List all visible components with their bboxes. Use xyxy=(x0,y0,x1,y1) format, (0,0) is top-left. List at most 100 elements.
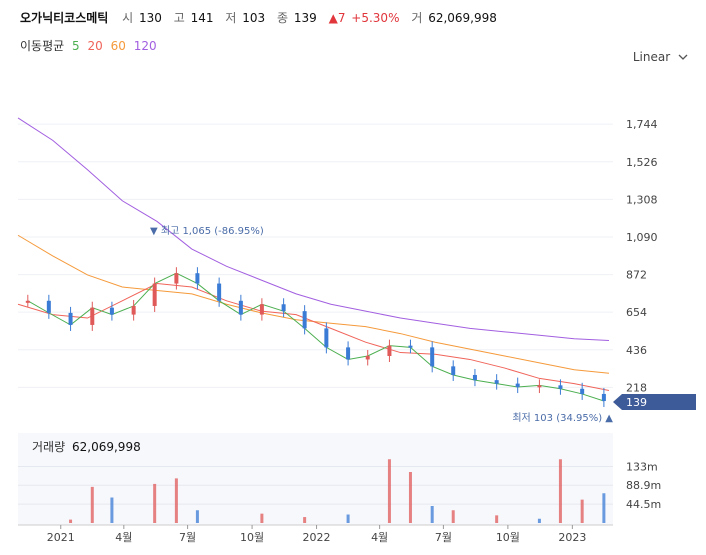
x-tick-label: 2022 xyxy=(303,531,331,544)
x-tick-label: 7월 xyxy=(179,531,196,544)
volume-bar xyxy=(580,499,584,523)
ma-20-label[interactable]: 20 xyxy=(87,39,103,53)
close-value: 139 xyxy=(293,11,317,25)
volume-bar xyxy=(495,515,499,523)
price-tick-label: 436 xyxy=(626,344,647,357)
candle-body xyxy=(131,305,136,315)
high-value: 141 xyxy=(190,11,214,25)
candle-body xyxy=(515,383,520,388)
volume-value: 62,069,998 xyxy=(428,11,497,25)
volume-title: 거래량 xyxy=(32,440,65,454)
stock-name: 오가닉티코스메틱 xyxy=(20,11,109,25)
price-axis: 1,744 1,526 1,308 1,090 872 654 436 218 xyxy=(626,118,658,394)
price-tick-label: 872 xyxy=(626,269,647,282)
candle-body xyxy=(25,300,30,303)
volume-bar xyxy=(430,506,434,523)
candle-body xyxy=(580,388,585,394)
scale-toggle[interactable]: Linear xyxy=(633,50,688,64)
low-annotation: 최저 103 (34.95%) ▲ xyxy=(512,412,613,424)
chevron-down-icon xyxy=(678,54,688,60)
open-value: 130 xyxy=(139,11,162,25)
price-tick-label: 1,308 xyxy=(626,193,658,206)
volume-tick-label: 44.5m xyxy=(626,498,661,511)
price-tick-label: 1,744 xyxy=(626,118,658,131)
low-label: 저 xyxy=(225,11,237,25)
ma-20-line xyxy=(17,283,610,391)
candle-body xyxy=(558,385,563,389)
volume-panel-bg xyxy=(18,433,613,525)
volume-bar xyxy=(260,513,264,523)
price-tick-label: 1,526 xyxy=(626,156,658,169)
volume-axis: 133m 88.9m 44.5m xyxy=(626,460,661,511)
candle-body xyxy=(537,385,542,388)
volume-bar xyxy=(69,519,73,523)
price-grid xyxy=(18,123,613,388)
candle-body xyxy=(346,347,351,360)
candle-body xyxy=(90,307,95,325)
candle-body xyxy=(195,273,200,284)
volume-bar xyxy=(387,459,391,523)
scale-label: Linear xyxy=(632,50,671,64)
candle-body xyxy=(472,374,477,381)
candle-body xyxy=(601,393,606,402)
volume-bar xyxy=(408,472,412,523)
volume-tick-label: 133m xyxy=(626,460,658,473)
current-price-tag: 139 xyxy=(613,394,696,410)
ma-60-label[interactable]: 60 xyxy=(110,39,126,53)
volume-grid xyxy=(18,465,613,505)
candle-body xyxy=(387,345,392,356)
ma-title: 이동평균 xyxy=(20,39,65,53)
ma-60-line xyxy=(17,234,610,374)
moving-average-lines xyxy=(17,117,610,402)
x-tick-label: 4월 xyxy=(115,531,132,544)
price-header: 오가닉티코스메틱 시 130 고 141 저 103 종 139 ▲7 +5.3… xyxy=(20,9,505,26)
candle-body xyxy=(68,312,73,325)
candle-body xyxy=(217,283,222,301)
price-tick-label: 218 xyxy=(626,381,647,394)
candle-body xyxy=(109,307,114,315)
ma-120-line xyxy=(17,117,610,341)
change-percent: +5.30% xyxy=(351,11,400,25)
candle-body xyxy=(152,283,157,306)
x-tick-label: 2021 xyxy=(47,531,75,544)
candle-body xyxy=(408,345,413,348)
volume-tick-label: 88.9m xyxy=(626,479,661,492)
candle-body xyxy=(174,273,179,284)
volume-total: 62,069,998 xyxy=(72,440,141,454)
moving-average-legend: 이동평균 5 20 60 120 xyxy=(20,37,161,54)
close-label: 종 xyxy=(276,11,289,25)
candle-body xyxy=(365,356,370,360)
volume-bar xyxy=(451,510,455,523)
volume-bar xyxy=(602,493,606,523)
x-tick-label: 2023 xyxy=(558,531,586,544)
candle-body xyxy=(324,328,329,348)
volume-bar xyxy=(558,459,562,523)
ma-5-line xyxy=(27,272,605,402)
volume-bar xyxy=(303,517,307,523)
candle-body xyxy=(430,347,435,367)
low-value: 103 xyxy=(242,11,266,25)
ma-120-label[interactable]: 120 xyxy=(133,39,157,53)
candle-body xyxy=(451,366,456,375)
x-tick-label: 4월 xyxy=(371,531,388,544)
open-label: 시 xyxy=(122,11,134,25)
candle-body xyxy=(238,300,243,315)
current-price-label: 139 xyxy=(626,396,647,409)
x-tick-label: 10월 xyxy=(240,531,264,544)
volume-bar xyxy=(195,510,199,523)
volume-bar xyxy=(174,478,178,523)
candle-body xyxy=(259,304,264,315)
ma-5-label[interactable]: 5 xyxy=(72,39,80,53)
price-tick-label: 654 xyxy=(626,306,647,319)
volume-bar xyxy=(110,497,114,523)
candle-body xyxy=(46,300,51,313)
x-tick-label: 7월 xyxy=(435,531,452,544)
volume-bar xyxy=(537,518,541,523)
high-annotation: ▼ 최고 1,065 (-86.95%) xyxy=(150,225,264,237)
x-axis: 2021 4월 7월 10월 2022 4월 7월 10월 2023 xyxy=(18,524,613,544)
volume-bar xyxy=(153,483,157,523)
high-label: 고 xyxy=(173,11,185,25)
volume-bars xyxy=(69,459,606,523)
